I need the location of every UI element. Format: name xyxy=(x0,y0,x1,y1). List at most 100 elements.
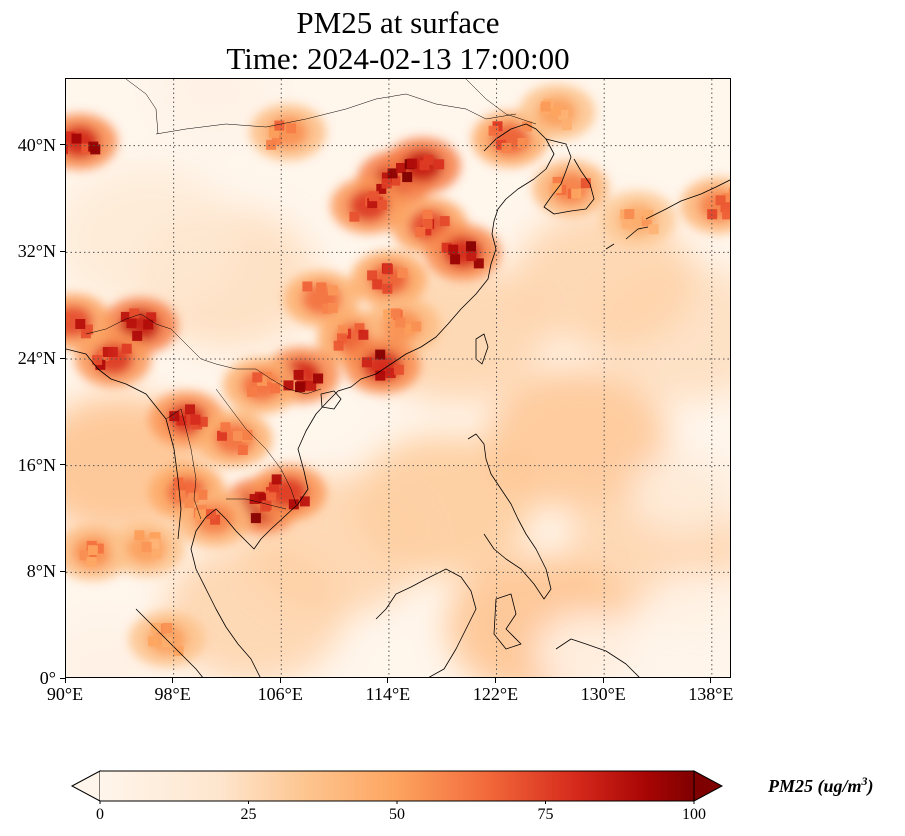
colorbar-label: PM25 (ug/m3) xyxy=(768,774,874,797)
hotspot-cell-22-5 xyxy=(141,541,152,552)
hotspot-cell-26-1 xyxy=(552,176,563,187)
hotspot-cell-17-5 xyxy=(261,500,272,511)
lon-tick-4 xyxy=(495,678,497,683)
hotspot-cell-18-4 xyxy=(271,474,282,485)
hotspot-cell-29-0 xyxy=(558,109,569,120)
hotspot-cell-25-5 xyxy=(522,121,532,132)
hotspot-cell-12-1 xyxy=(132,330,143,341)
hotspot-cell-22-4 xyxy=(149,538,160,549)
hotspot-cell-0-2 xyxy=(376,183,387,194)
hotspot-cell-21-5 xyxy=(87,545,98,556)
hotspot-cell-9-4 xyxy=(306,380,317,391)
map-title-line1: PM25 at surface xyxy=(296,5,500,40)
hotspot-cell-16-2 xyxy=(237,445,248,455)
coastline-bay-of-bengal xyxy=(66,348,182,540)
hotspot-cell-16-5 xyxy=(220,422,231,433)
hotspot-cell-26-5 xyxy=(571,188,582,199)
hotspot-cell-19-3 xyxy=(197,489,208,500)
hotspot-cell-2-5 xyxy=(368,191,379,202)
lon-tick-1 xyxy=(172,678,174,683)
hotspot-cell-21-4 xyxy=(86,556,97,567)
hotspot-cell-8-2 xyxy=(383,309,394,320)
coastline-china-east xyxy=(337,123,555,392)
coastline-philippines xyxy=(467,433,552,600)
hotspot-cell-8-4 xyxy=(395,317,406,328)
hotspot-cell-17-0 xyxy=(250,513,261,524)
hotspot-cell-10-4 xyxy=(361,357,372,368)
hotspot-cell-16-4 xyxy=(242,430,253,440)
hotspot-cell-10-0 xyxy=(375,349,386,360)
hotspot-cell-29-2 xyxy=(551,105,561,116)
hotspot-cell-3-5 xyxy=(415,227,426,237)
hotspot-cell-12-5 xyxy=(143,319,154,330)
hotspot-cell-1-5 xyxy=(434,159,445,170)
hotspot-cell-9-3 xyxy=(293,369,304,380)
hotspot-cell-6-1 xyxy=(327,285,338,296)
colorbar-ticks xyxy=(99,801,695,804)
hotspot-cell-15-1 xyxy=(185,404,195,415)
lon-label-6: 138°E xyxy=(688,684,734,704)
hotspot-cell-11-4 xyxy=(247,386,257,397)
hotspot-cell-12-4 xyxy=(129,308,140,319)
hotspot-cell-16-1 xyxy=(217,430,227,441)
hotspot-cell-28-4 xyxy=(715,195,726,206)
lat-tick-5 xyxy=(60,144,65,146)
lon-tick-5 xyxy=(602,678,604,683)
hotspot-cell-11-5 xyxy=(270,383,280,394)
hotspot-cell-20-4 xyxy=(195,509,206,520)
hotspot-cell-24-4 xyxy=(266,139,277,150)
hotspot-cell-8-3 xyxy=(390,308,401,319)
lon-tick-0 xyxy=(64,678,66,683)
lat-label-5: 40°N xyxy=(17,134,56,155)
hotspot-cell-0-3 xyxy=(387,168,398,179)
hotspot-cell-6-0 xyxy=(322,303,333,314)
hotspot-cell-12-3 xyxy=(126,318,137,329)
colorbar-label-main: PM25 (ug/m xyxy=(768,776,862,796)
hotspot-cell-6-2 xyxy=(302,281,313,292)
lat-label-0: 0° xyxy=(39,668,56,688)
lon-tick-6 xyxy=(710,678,712,683)
hotspot-cell-2-4 xyxy=(367,198,378,209)
hotspot-cell-18-2 xyxy=(269,482,279,493)
colorbar-gradient xyxy=(100,771,694,801)
hotspot-cell-27-3 xyxy=(621,218,632,229)
lat-label-2: 16°N xyxy=(17,454,56,475)
coastline-korea xyxy=(543,138,595,215)
hotspot-cell-14-4 xyxy=(66,312,71,323)
hotspot-cell-18-3 xyxy=(288,499,299,510)
colorbar-label-sup: 3 xyxy=(861,774,868,788)
colorbar-tick-label-1: 25 xyxy=(240,806,257,823)
graticule xyxy=(66,79,730,677)
colorbar-extend-low xyxy=(70,770,101,802)
hotspot-cell-7-4 xyxy=(333,340,344,351)
hotspot-cell-4-2 xyxy=(466,251,477,261)
lat-tick-2 xyxy=(60,464,65,466)
ambient-blob-9 xyxy=(164,542,345,677)
colorbar-tick-label-4: 100 xyxy=(682,806,706,823)
hotspot-cell-30-1 xyxy=(150,622,161,633)
coastline-new-guinea xyxy=(555,638,640,677)
hotspot-cell-4-1 xyxy=(473,258,484,269)
colorbar-extend-high xyxy=(693,770,724,802)
hotspot-cell-11-0 xyxy=(262,372,273,382)
hotspot-cell-10-1 xyxy=(379,364,389,375)
hotspot-cell-5-2 xyxy=(382,283,393,294)
lon-label-2: 106°E xyxy=(257,684,303,704)
hotspot-cell-9-0 xyxy=(283,380,294,391)
coastline-japan xyxy=(605,179,730,250)
hotspot-cell-7-5 xyxy=(358,329,369,340)
hotspot-cell-10-3 xyxy=(375,370,386,381)
colorbar-tick-label-2: 50 xyxy=(389,806,405,823)
border-mongolia xyxy=(155,93,517,135)
hotspot-cell-16-0 xyxy=(232,431,243,441)
lon-label-0: 90°E xyxy=(46,684,84,704)
coastline-sulawesi xyxy=(493,593,522,650)
coastline-hainan xyxy=(320,390,342,410)
hotspot-cell-24-1 xyxy=(286,123,297,134)
hotspot-cell-26-2 xyxy=(551,183,562,194)
hotspot-cell-28-2 xyxy=(722,193,730,204)
hotspot-cell-22-0 xyxy=(151,548,162,559)
border-north xyxy=(125,79,537,135)
hotspot-cell-23-4 xyxy=(88,141,99,152)
hotspot-cell-13-0 xyxy=(121,343,132,354)
